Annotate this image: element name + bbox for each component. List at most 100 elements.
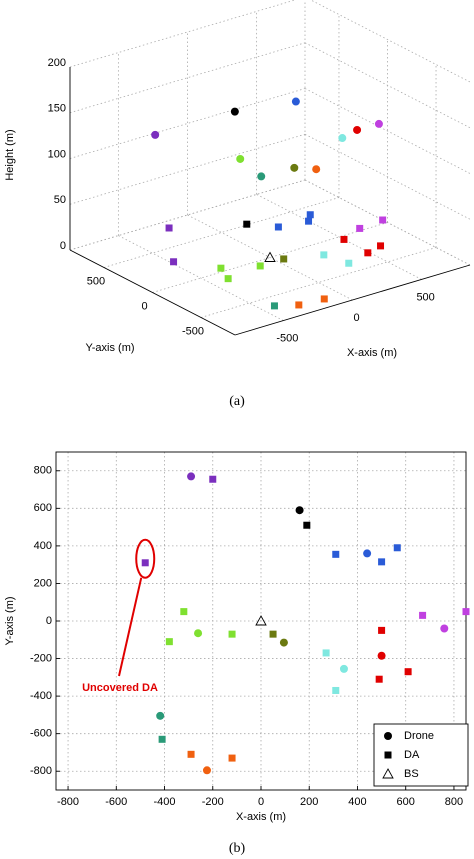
grid-line: [304, 133, 471, 220]
y-tick-label: 200: [34, 577, 52, 589]
x-axis: [234, 264, 471, 336]
da-marker: [377, 242, 385, 250]
da-marker: [243, 220, 251, 228]
x-tick-label: 200: [300, 796, 318, 808]
da-marker: [224, 275, 232, 283]
da-marker: [228, 630, 236, 638]
y-tick-label: -500: [182, 325, 204, 337]
z-tick-label: 100: [48, 148, 66, 160]
y-axis-label: Y-axis (m): [85, 342, 134, 354]
legend-marker: [384, 751, 392, 759]
legend-label: DA: [404, 749, 420, 761]
drone-marker: [338, 134, 347, 143]
da-marker: [158, 735, 166, 743]
da-marker: [462, 608, 470, 616]
y-tick-label: 400: [34, 540, 52, 552]
drone-marker: [377, 651, 386, 660]
da-marker: [217, 264, 225, 272]
da-marker: [340, 235, 348, 243]
x-tick-label: -500: [276, 332, 298, 344]
da-marker: [165, 638, 173, 646]
y-tick-label: 0: [46, 615, 52, 627]
y-tick-label: 0: [141, 300, 147, 312]
grid-line: [309, 0, 471, 83]
z-axis-label: Height (m): [4, 129, 16, 180]
drone-marker: [202, 766, 211, 775]
z-tick-label: 0: [60, 240, 66, 252]
annotation-text: Uncovered DA: [82, 682, 158, 694]
box-edge: [69, 179, 306, 251]
drone-marker: [363, 549, 372, 558]
y-tick-label: -600: [30, 728, 52, 740]
plot-frame: [55, 451, 467, 791]
grid-line: [69, 0, 297, 68]
drone-marker: [312, 165, 321, 174]
grid-line: [118, 235, 284, 321]
da-marker: [378, 626, 386, 634]
annotation-arrow: [118, 577, 143, 677]
drone-marker: [151, 130, 160, 139]
legend-label: Drone: [404, 730, 434, 742]
drone-marker: [290, 163, 299, 172]
x-tick-label: 800: [445, 796, 463, 808]
drone-marker: [353, 125, 362, 134]
da-marker: [165, 224, 173, 232]
grid-line: [256, 194, 422, 280]
y-axis-label: Y-axis (m): [4, 596, 16, 645]
da-marker: [274, 223, 282, 231]
x-tick-label: -400: [154, 796, 176, 808]
drone-marker: [187, 472, 196, 481]
drone-marker: [440, 624, 449, 633]
grid-line: [69, 42, 306, 114]
drone-marker: [295, 506, 304, 515]
da-marker: [270, 302, 278, 310]
da-marker: [356, 224, 364, 232]
grid-line: [200, 247, 437, 318]
da-marker: [378, 558, 386, 566]
da-marker: [280, 255, 288, 263]
grid-line: [304, 88, 471, 174]
y-tick-label: 600: [34, 502, 52, 514]
legend: Drone DA BS: [373, 723, 469, 787]
da-marker: [332, 686, 340, 694]
drone-marker: [230, 107, 239, 116]
x-tick-label: 400: [348, 796, 366, 808]
z-tick-label: 150: [48, 103, 66, 115]
da-marker: [305, 217, 313, 225]
da-marker: [332, 550, 340, 558]
drone-marker: [257, 172, 266, 181]
da-marker: [345, 259, 353, 267]
x-axis-label: X-axis (m): [347, 347, 397, 359]
da-marker: [228, 754, 236, 762]
da-marker: [320, 251, 328, 259]
y-tick-label: -200: [30, 652, 52, 664]
drone-marker: [194, 629, 203, 638]
da-marker: [209, 475, 217, 483]
x-tick-label: -600: [105, 796, 127, 808]
da-marker: [256, 262, 264, 270]
da-marker: [320, 295, 328, 303]
y-tick-label: -400: [30, 690, 52, 702]
da-marker: [187, 750, 195, 758]
da-marker: [295, 301, 303, 309]
da-marker: [170, 258, 178, 266]
z-tick-label: 50: [54, 194, 66, 206]
da-marker: [141, 559, 149, 567]
da-marker: [419, 611, 427, 619]
drone-marker: [339, 664, 348, 673]
caption: (a): [229, 394, 245, 409]
legend-marker: [382, 768, 394, 779]
legend-marker: [384, 732, 392, 740]
grid-line: [69, 133, 306, 205]
box-edge: [304, 179, 471, 266]
grid-line: [103, 197, 340, 268]
bs-marker: [255, 615, 267, 626]
da-marker: [180, 608, 188, 616]
x-tick-label: 500: [416, 291, 434, 303]
da-marker: [303, 521, 311, 529]
da-marker: [322, 649, 330, 657]
drone-marker: [374, 119, 383, 128]
y-tick-label: 500: [87, 275, 105, 287]
